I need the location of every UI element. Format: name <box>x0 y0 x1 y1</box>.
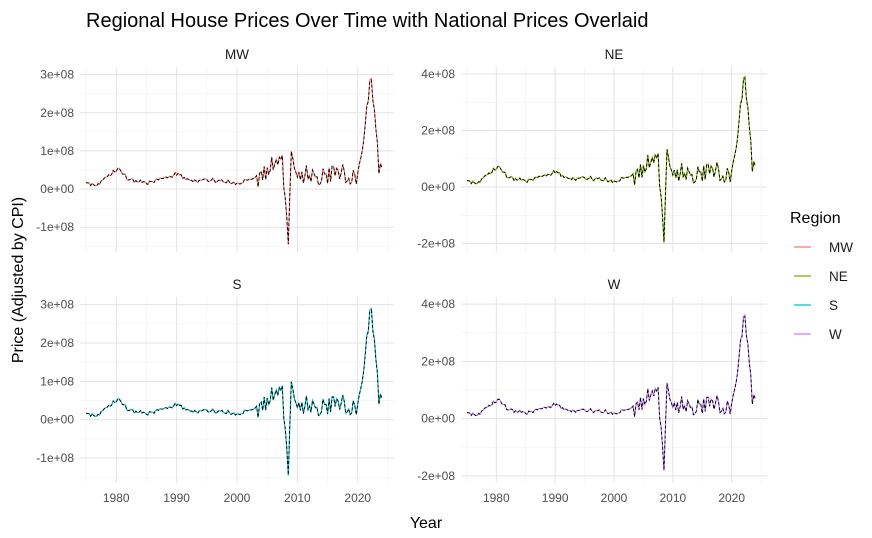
x-tick-label: 1990 <box>542 491 569 505</box>
y-tick-label: 0e+00 <box>40 182 74 196</box>
facet-strip-label: MW <box>225 47 249 62</box>
legend-item-mw: MW <box>794 240 853 255</box>
y-tick-label: 3e+08 <box>40 68 74 82</box>
x-tick-label: 2000 <box>224 491 251 505</box>
facet-strip-label: W <box>608 277 621 292</box>
y-tick-label: 2e+08 <box>421 124 455 138</box>
x-tick-label: 1980 <box>103 491 130 505</box>
x-tick-label: 1980 <box>483 491 510 505</box>
legend-item-s: S <box>794 298 838 313</box>
y-tick-label: 0e+00 <box>40 413 74 427</box>
legend-item-w: W <box>794 327 842 342</box>
legend-label: W <box>829 327 842 342</box>
legend-item-ne: NE <box>794 269 848 284</box>
legend: Region MW NE SW <box>790 210 853 342</box>
facet-panels: MW -1e+08 0e+00 1e+08 2e+08 3e+08 NE -2e+08 0e+0… <box>36 47 767 505</box>
y-tick-label: 4e+08 <box>421 67 455 81</box>
y-tick-label: -2e+08 <box>417 237 455 251</box>
y-axis-title: Price (Adjusted by CPI) <box>10 197 27 363</box>
y-tick-label: 2e+08 <box>40 106 74 120</box>
x-tick-label: 2000 <box>601 491 628 505</box>
series-line-mw <box>85 77 383 245</box>
legend-title: Region <box>790 210 841 227</box>
chart-title: Regional House Prices Over Time with Nat… <box>86 10 648 32</box>
legend-label: S <box>829 298 838 313</box>
series-line-ne <box>466 75 756 243</box>
x-tick-label: 2020 <box>718 491 745 505</box>
y-tick-label: 1e+08 <box>40 144 74 158</box>
y-tick-label: -1e+08 <box>36 451 74 465</box>
panel-mw: MW -1e+08 0e+00 1e+08 2e+08 3e+08 <box>36 47 394 252</box>
y-tick-label: 3e+08 <box>40 298 74 312</box>
x-tick-label: 1990 <box>163 491 190 505</box>
legend-items: MW NE SW <box>794 240 853 342</box>
y-tick-label: 2e+08 <box>40 336 74 350</box>
y-tick-label: 0e+00 <box>421 412 455 426</box>
national-line <box>466 315 756 471</box>
national-line <box>85 309 383 475</box>
panel-s: S -1e+08 0e+00 1e+08 2e+08 3e+08 1980 1990 2000 2… <box>36 277 394 505</box>
y-tick-label: 1e+08 <box>40 374 74 388</box>
legend-label: NE <box>829 269 848 284</box>
facet-strip-label: NE <box>605 47 624 62</box>
x-axis-title: Year <box>410 515 443 532</box>
x-tick-label: 2020 <box>344 491 371 505</box>
y-tick-label: 0e+00 <box>421 180 455 194</box>
y-tick-label: -2e+08 <box>417 469 455 483</box>
panel-ne: NE -2e+08 0e+00 2e+08 4e+08 <box>417 47 767 252</box>
panel-w: W -2e+08 0e+00 2e+08 4e+08 1980 1990 2000 2010 20… <box>417 277 767 505</box>
national-line <box>466 77 756 242</box>
x-tick-label: 2010 <box>284 491 311 505</box>
series-line-s <box>85 307 383 476</box>
y-tick-label: 2e+08 <box>421 354 455 368</box>
x-tick-label: 2010 <box>659 491 686 505</box>
legend-label: MW <box>829 240 853 255</box>
national-line <box>85 79 383 245</box>
facet-strip-label: S <box>232 277 241 292</box>
y-tick-label: 4e+08 <box>421 297 455 311</box>
y-tick-label: -1e+08 <box>36 220 74 234</box>
